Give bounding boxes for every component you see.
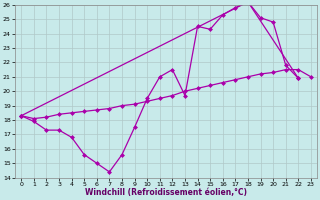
X-axis label: Windchill (Refroidissement éolien,°C): Windchill (Refroidissement éolien,°C) bbox=[85, 188, 247, 197]
